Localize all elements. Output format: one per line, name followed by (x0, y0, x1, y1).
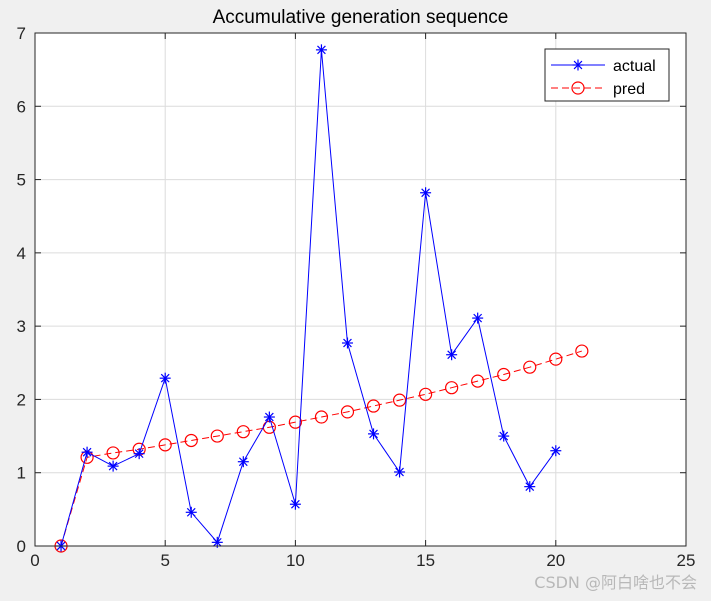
data-point-actual (159, 372, 171, 384)
data-point-pred (419, 387, 433, 401)
data-point-actual (420, 187, 432, 199)
legend-marker-pred (571, 81, 585, 95)
data-point-pred (445, 381, 459, 395)
y-tick-label: 3 (17, 317, 26, 336)
legend-label-pred: pred (613, 81, 645, 98)
legend-box (544, 48, 670, 102)
y-tick-label: 6 (17, 97, 26, 116)
data-point-actual (263, 411, 275, 423)
data-point-actual (237, 456, 249, 468)
data-point-pred (523, 360, 537, 374)
chart-title: Accumulative generation sequence (213, 7, 509, 28)
data-point-pred (366, 399, 381, 413)
legend-marker-actual (572, 59, 584, 71)
x-tick-label: 10 (286, 551, 305, 570)
y-tick-label: 4 (17, 244, 26, 263)
x-tick-label: 15 (416, 551, 435, 570)
x-tick-label: 20 (546, 551, 565, 570)
y-tick-label: 1 (17, 464, 26, 483)
data-point-actual (211, 536, 223, 548)
data-point-pred (184, 433, 198, 448)
data-point-pred (210, 429, 224, 443)
data-point-actual (446, 349, 458, 361)
watermark: CSDN @阿白啥也不会 (534, 573, 697, 592)
data-point-pred (575, 344, 589, 358)
data-point-pred (314, 410, 329, 424)
data-point-actual (289, 498, 301, 510)
series-layer (54, 44, 589, 553)
data-point-actual (341, 337, 353, 349)
y-tick-label: 7 (17, 24, 26, 43)
data-point-pred (471, 374, 485, 388)
legend-label-actual: actual (613, 58, 656, 75)
data-point-actual (394, 466, 406, 478)
data-point-pred (106, 446, 120, 460)
tick-marks (34, 32, 687, 547)
data-point-pred (340, 405, 355, 419)
data-point-actual (315, 44, 327, 56)
data-point-pred (549, 352, 563, 366)
data-point-pred (158, 438, 172, 452)
plot-area (35, 33, 686, 546)
y-tick-label: 2 (17, 390, 26, 409)
axes-box (34, 32, 687, 547)
data-point-pred (497, 367, 511, 382)
data-point-actual (472, 312, 484, 324)
y-tick-label: 5 (17, 171, 26, 190)
x-tick-labels: 0 5 10 15 20 25 (30, 551, 695, 570)
data-point-actual (368, 428, 380, 440)
data-point-pred (392, 393, 407, 407)
data-point-pred (236, 425, 250, 439)
data-point-actual (81, 446, 93, 458)
data-point-actual (107, 460, 119, 472)
series-line-actual (60, 49, 557, 547)
y-tick-label: 0 (17, 537, 26, 556)
series-line-pred (60, 350, 582, 547)
y-tick-labels: 0 1 2 3 4 5 6 7 (17, 24, 26, 556)
data-point-actual (550, 445, 562, 457)
data-point-pred (288, 415, 302, 429)
legend: actual pred (544, 48, 670, 102)
x-tick-label: 25 (677, 551, 696, 570)
x-tick-label: 5 (160, 551, 169, 570)
data-point-actual (498, 430, 510, 442)
data-point-actual (524, 481, 536, 493)
data-point-actual (133, 448, 145, 460)
x-tick-label: 0 (30, 551, 39, 570)
data-point-actual (185, 506, 197, 518)
